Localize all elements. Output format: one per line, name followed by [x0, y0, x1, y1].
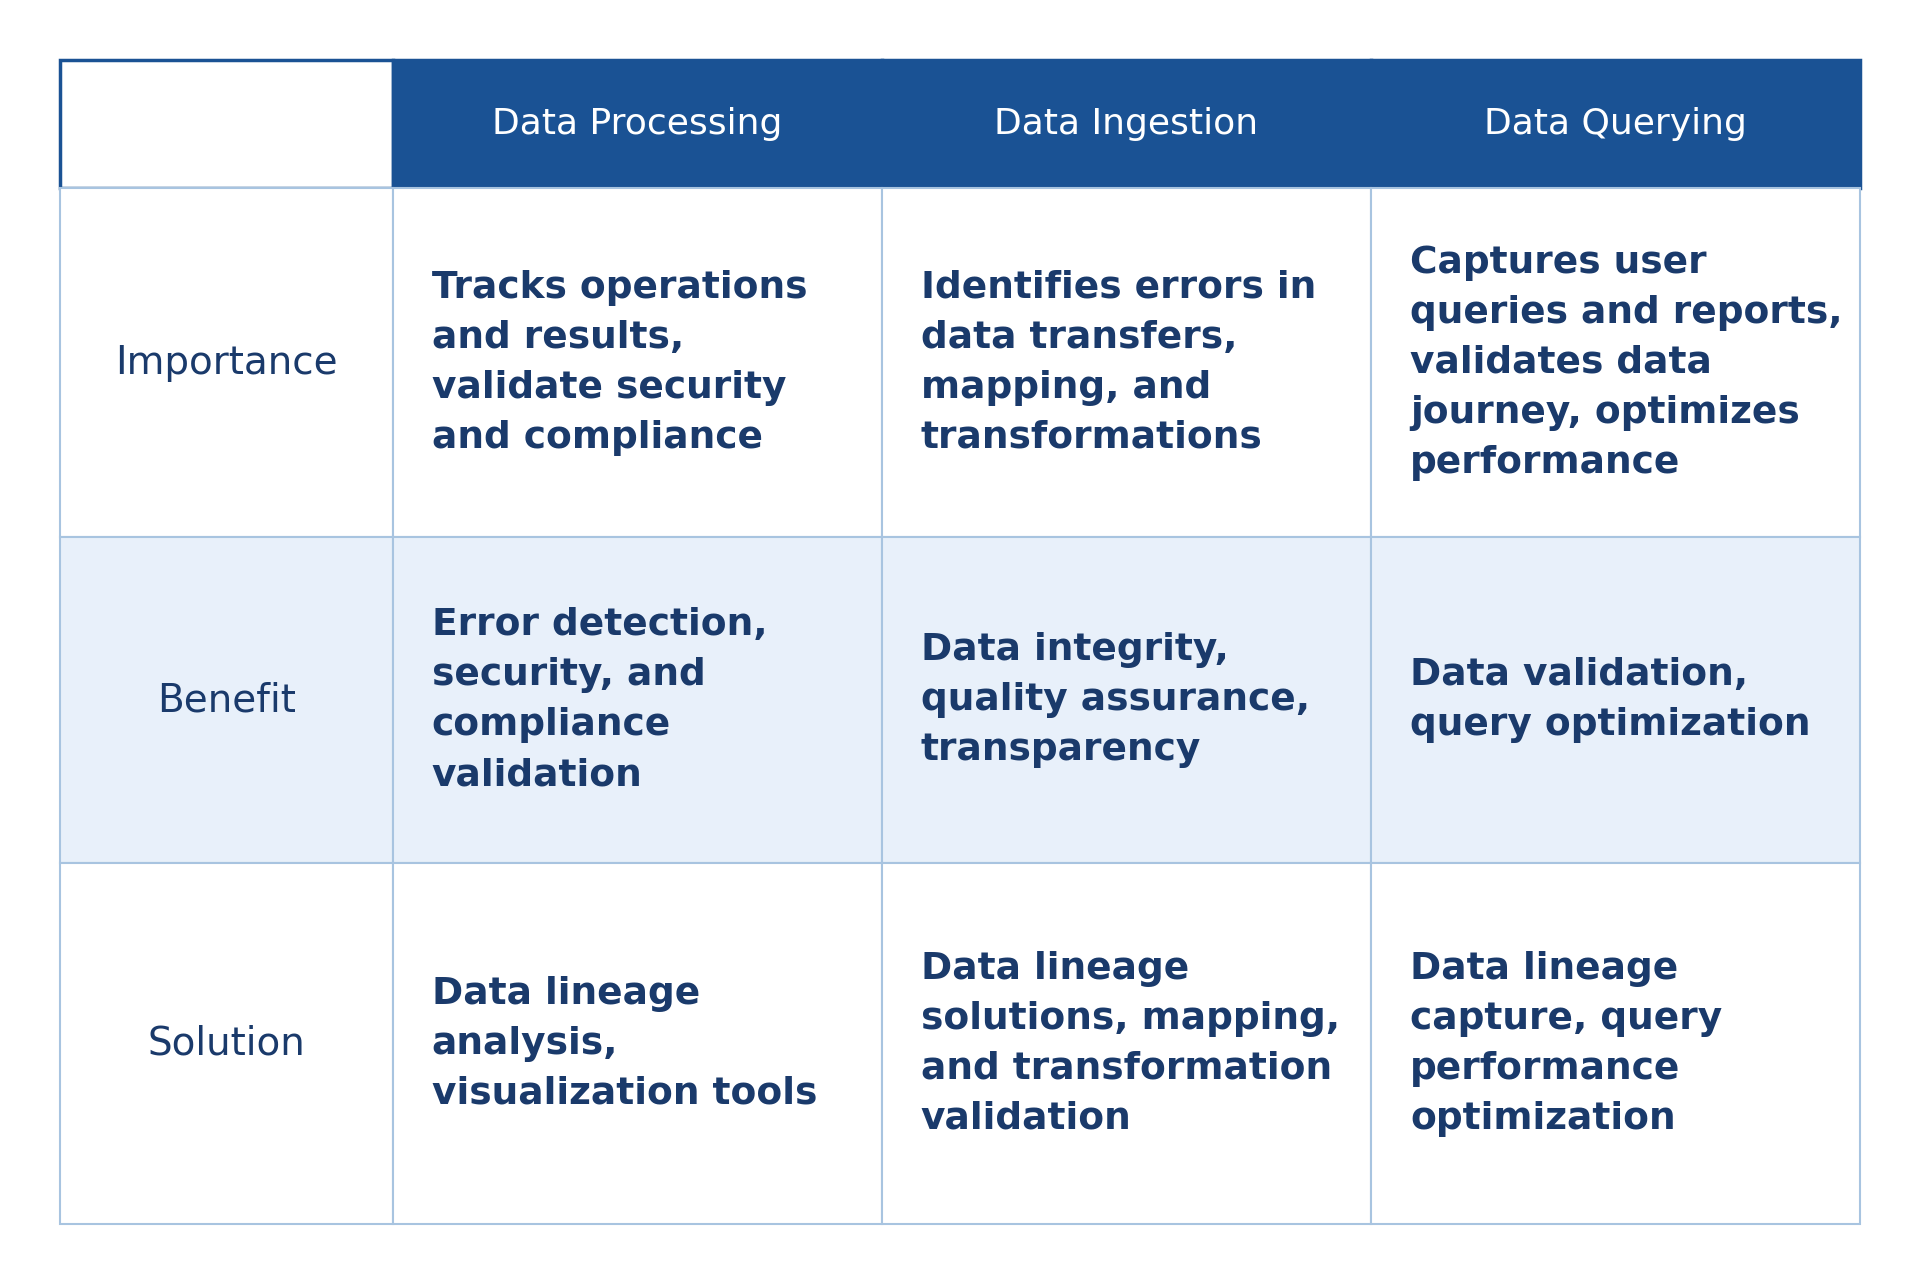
Text: Tracks operations
and results,
validate security
and compliance: Tracks operations and results, validate … — [432, 270, 806, 456]
Text: Captures user
queries and reports,
validates data
journey, optimizes
performance: Captures user queries and reports, valid… — [1409, 245, 1843, 480]
Bar — [1371, 60, 1860, 187]
Text: Data Processing: Data Processing — [492, 107, 783, 141]
Bar — [394, 537, 881, 863]
Bar — [881, 863, 1371, 1224]
Bar — [60, 537, 394, 863]
Bar — [881, 187, 1371, 537]
Text: Data Ingestion: Data Ingestion — [995, 107, 1258, 141]
Text: Benefit: Benefit — [157, 682, 296, 719]
Bar — [60, 187, 394, 537]
Bar — [394, 60, 881, 187]
Bar — [881, 60, 1371, 187]
Text: Solution: Solution — [148, 1025, 305, 1063]
Bar — [1371, 187, 1860, 537]
Text: Data validation,
query optimization: Data validation, query optimization — [1409, 657, 1811, 743]
Bar — [60, 60, 394, 187]
Text: Data lineage
analysis,
visualization tools: Data lineage analysis, visualization too… — [432, 976, 818, 1112]
Bar — [881, 537, 1371, 863]
Bar — [1371, 863, 1860, 1224]
Bar — [60, 863, 394, 1224]
Text: Data lineage
solutions, mapping,
and transformation
validation: Data lineage solutions, mapping, and tra… — [922, 950, 1340, 1136]
Bar — [394, 863, 881, 1224]
Text: Data integrity,
quality assurance,
transparency: Data integrity, quality assurance, trans… — [922, 632, 1309, 768]
Bar — [1371, 537, 1860, 863]
Text: Error detection,
security, and
compliance
validation: Error detection, security, and complianc… — [432, 607, 768, 794]
Text: Data Querying: Data Querying — [1484, 107, 1747, 141]
Bar — [394, 187, 881, 537]
Text: Data lineage
capture, query
performance
optimization: Data lineage capture, query performance … — [1409, 950, 1722, 1136]
Text: Identifies errors in
data transfers,
mapping, and
transformations: Identifies errors in data transfers, map… — [922, 270, 1315, 456]
Text: Importance: Importance — [115, 344, 338, 381]
